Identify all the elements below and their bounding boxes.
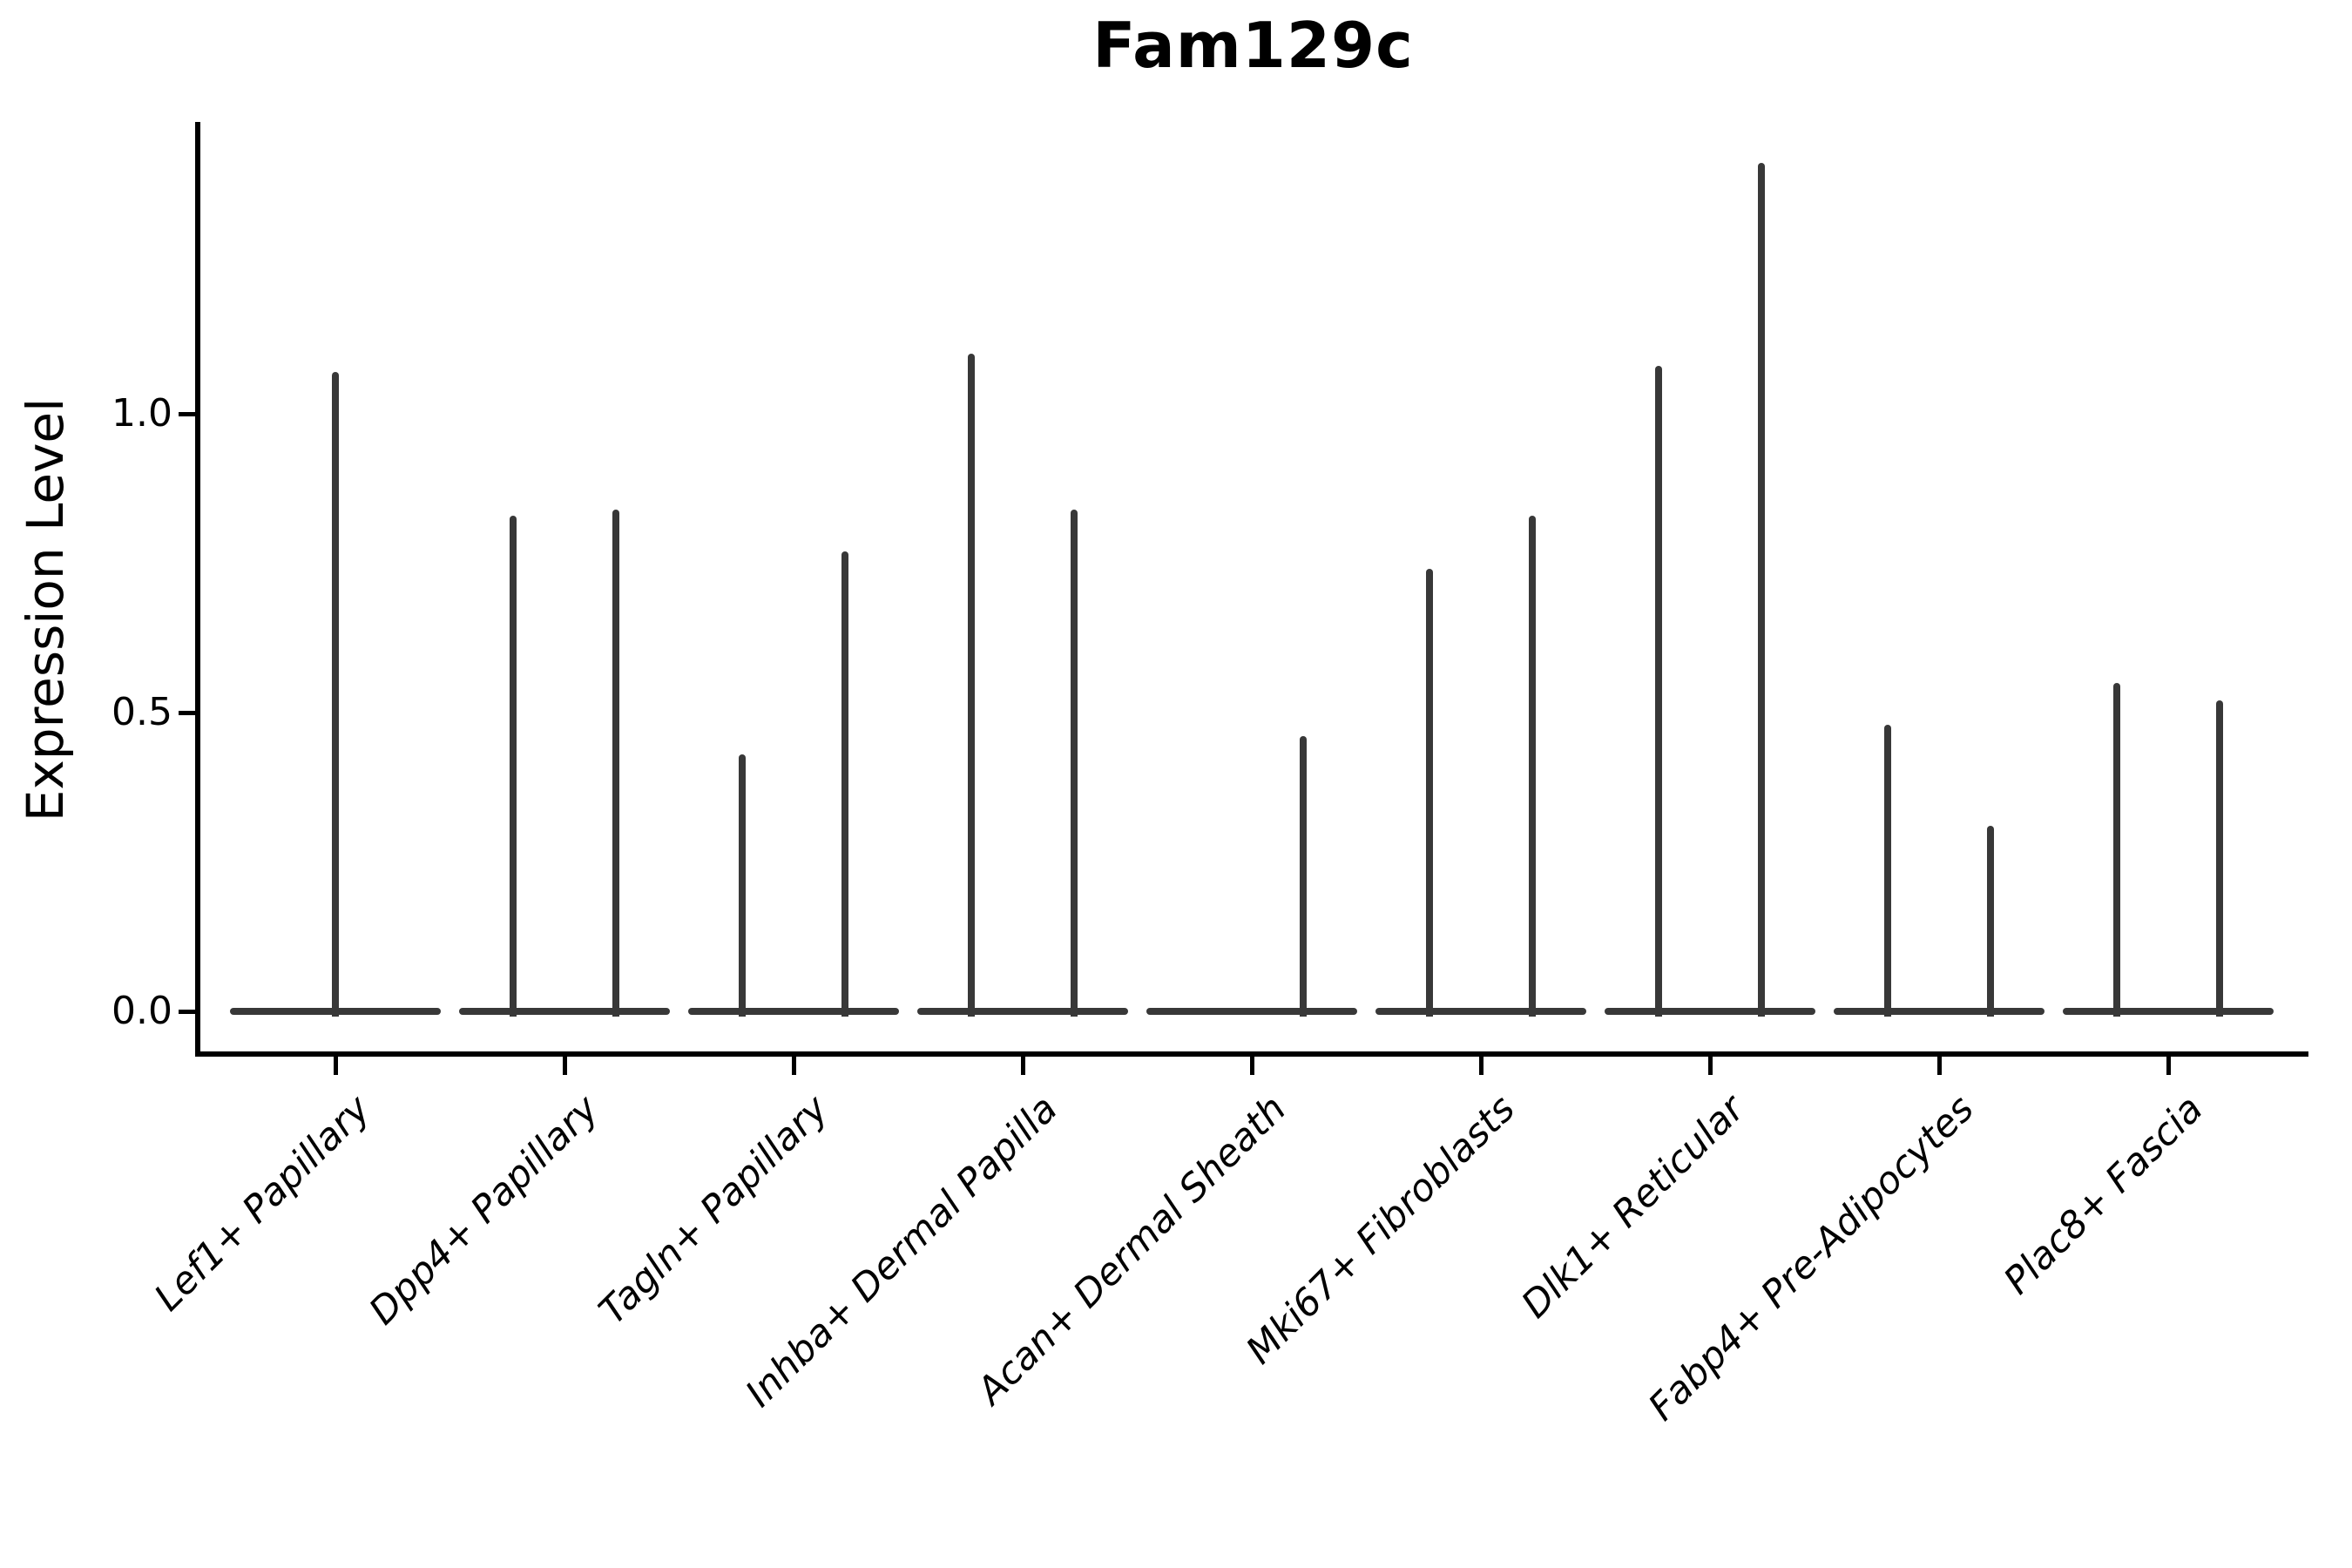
violin-baseline	[1146, 1008, 1357, 1015]
violin-spike	[1071, 509, 1078, 1017]
violin-spike	[1300, 736, 1307, 1017]
violin-spike	[1529, 515, 1536, 1017]
violin-spike	[332, 371, 339, 1017]
x-tick	[562, 1054, 567, 1075]
violin-spike	[2113, 682, 2120, 1017]
y-tick-label: 1.0	[112, 391, 172, 436]
y-tick-label: 0.0	[112, 989, 172, 1033]
violin-baseline	[1605, 1008, 1815, 1015]
violin-spike	[1426, 569, 1433, 1017]
violin-baseline	[2063, 1008, 2274, 1015]
violin-baseline	[1375, 1008, 1586, 1015]
y-tick	[179, 411, 198, 416]
violin-spike	[612, 509, 619, 1017]
violin-baseline	[1834, 1008, 2044, 1015]
x-tick	[1707, 1054, 1713, 1075]
violin-spike	[1884, 724, 1891, 1017]
x-tick-label: Tagln+ Papillary	[591, 1087, 837, 1334]
x-tick	[1020, 1054, 1025, 1075]
x-tick-label: Dpp4+ Papillary	[361, 1087, 608, 1334]
violin-baseline	[917, 1008, 1128, 1015]
chart-title: Fam129c	[1092, 9, 1414, 82]
x-tick-label: Lef1+ Papillary	[145, 1087, 379, 1320]
violin-spike	[739, 754, 746, 1017]
violin-spike	[1987, 826, 1994, 1017]
y-axis-label: Expression Level	[16, 397, 75, 822]
violin-spike	[968, 354, 975, 1017]
y-tick	[179, 1009, 198, 1014]
x-tick	[333, 1054, 338, 1075]
y-tick-label: 0.5	[112, 690, 172, 734]
x-tick	[1936, 1054, 1942, 1075]
x-tick	[1249, 1054, 1254, 1075]
violin-spike	[1758, 162, 1765, 1017]
violin-spike	[510, 515, 517, 1017]
y-tick	[179, 710, 198, 715]
violin-baseline	[688, 1008, 899, 1015]
violin-baseline	[459, 1008, 670, 1015]
violin-spike	[841, 551, 848, 1017]
violin-spike	[2216, 700, 2223, 1017]
x-tick	[1478, 1054, 1484, 1075]
x-tick-label: Dlk1+ Reticular	[1513, 1087, 1754, 1328]
x-tick	[2166, 1054, 2171, 1075]
y-axis-spine	[195, 122, 200, 1057]
violin-spike	[1655, 366, 1662, 1017]
x-tick-label: Plac8+ Fascia	[1995, 1087, 2212, 1303]
x-tick	[791, 1054, 796, 1075]
